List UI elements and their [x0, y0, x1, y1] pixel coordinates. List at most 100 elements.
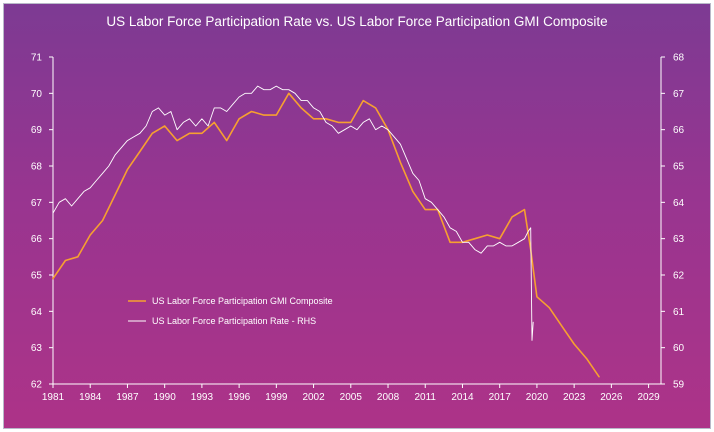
data-point-composite	[450, 242, 451, 243]
x-tick-label: 1981	[42, 392, 65, 403]
x-tick-label: 1987	[116, 392, 139, 403]
data-point-composite	[474, 238, 475, 239]
data-point-composite	[338, 122, 339, 123]
series-line-composite	[52, 92, 600, 378]
data-point-composite	[511, 216, 512, 217]
data-point-composite	[77, 256, 78, 257]
data-point-participation-rate	[350, 125, 351, 126]
data-point-participation-rate	[77, 198, 78, 199]
data-point-participation-rate	[319, 111, 320, 112]
data-point-participation-rate	[505, 245, 506, 246]
data-point-participation-rate	[493, 245, 494, 246]
data-point-composite	[363, 100, 364, 101]
data-point-participation-rate	[511, 245, 512, 246]
data-point-participation-rate	[214, 107, 215, 108]
data-point-participation-rate	[158, 107, 159, 108]
data-point-participation-rate	[276, 86, 277, 87]
legend-label-composite: US Labor Force Participation GMI Composi…	[152, 296, 333, 306]
data-point-participation-rate	[524, 238, 525, 239]
data-point-composite	[487, 234, 488, 235]
data-point-composite	[400, 162, 401, 163]
data-point-participation-rate	[462, 242, 463, 243]
x-tick-label: 1999	[265, 392, 288, 403]
data-point-composite	[65, 260, 66, 261]
data-point-composite	[350, 122, 351, 123]
legend: US Labor Force Participation GMI Composi…	[128, 296, 333, 326]
data-point-composite	[52, 278, 53, 279]
data-point-participation-rate	[369, 118, 370, 119]
data-point-composite	[127, 169, 128, 170]
data-point-participation-rate	[108, 165, 109, 166]
data-point-composite	[375, 107, 376, 108]
data-point-participation-rate	[474, 249, 475, 250]
data-point-composite	[412, 191, 413, 192]
data-point-composite	[139, 151, 140, 152]
data-point-participation-rate	[170, 111, 171, 112]
data-point-participation-rate	[301, 100, 302, 101]
data-point-participation-rate	[400, 144, 401, 145]
x-tick-label: 2002	[302, 392, 325, 403]
data-point-participation-rate	[114, 155, 115, 156]
data-point-participation-rate	[121, 147, 122, 148]
x-tick-label: 2029	[637, 392, 660, 403]
data-point-participation-rate	[518, 242, 519, 243]
data-point-participation-rate	[183, 122, 184, 123]
left-y-tick-label: 69	[31, 125, 43, 136]
right-y-tick-label: 59	[673, 380, 685, 391]
data-point-participation-rate	[251, 93, 252, 94]
x-tick-label: 2011	[414, 392, 436, 403]
data-point-composite	[164, 125, 165, 126]
data-point-composite	[177, 140, 178, 141]
data-point-composite	[201, 133, 202, 134]
data-point-composite	[263, 115, 264, 116]
data-point-participation-rate	[96, 180, 97, 181]
data-point-participation-rate	[282, 89, 283, 90]
data-point-participation-rate	[307, 100, 308, 101]
data-point-participation-rate	[195, 125, 196, 126]
right-y-tick-label: 68	[673, 53, 685, 64]
data-point-participation-rate	[332, 125, 333, 126]
data-point-participation-rate	[59, 202, 60, 203]
data-point-composite	[226, 140, 227, 141]
data-point-composite	[574, 343, 575, 344]
data-point-participation-rate	[189, 118, 190, 119]
data-point-participation-rate	[468, 242, 469, 243]
left-y-tick-label: 63	[31, 343, 43, 354]
data-point-composite	[313, 118, 314, 119]
data-point-participation-rate	[418, 180, 419, 181]
data-point-participation-rate	[220, 107, 221, 108]
data-point-composite	[524, 209, 525, 210]
data-point-participation-rate	[487, 245, 488, 246]
data-point-participation-rate	[90, 187, 91, 188]
x-tick-label: 2020	[526, 392, 549, 403]
data-point-composite	[189, 133, 190, 134]
x-tick-label: 1996	[228, 392, 251, 403]
data-point-participation-rate	[208, 125, 209, 126]
series-line-participation-rate	[52, 85, 534, 341]
left-y-tick-label: 64	[31, 307, 43, 318]
data-point-composite	[214, 122, 215, 123]
left-y-tick-label: 65	[31, 271, 43, 282]
right-y-tick-label: 65	[673, 162, 685, 173]
data-point-composite	[536, 296, 537, 297]
data-point-participation-rate	[152, 111, 153, 112]
data-point-composite	[549, 307, 550, 308]
left-y-tick-label: 66	[31, 234, 43, 245]
data-point-participation-rate	[530, 227, 531, 228]
chart-title: US Labor Force Participation Rate vs. US…	[106, 14, 608, 29]
data-point-participation-rate	[164, 115, 165, 116]
x-tick-label: 1984	[79, 392, 102, 403]
data-point-participation-rate	[245, 93, 246, 94]
data-point-participation-rate	[232, 104, 233, 105]
data-point-participation-rate	[313, 107, 314, 108]
data-point-composite	[251, 111, 252, 112]
x-tick-label: 2005	[340, 392, 363, 403]
chart-panel	[3, 3, 711, 429]
data-point-participation-rate	[201, 118, 202, 119]
data-point-participation-rate	[338, 133, 339, 134]
data-point-participation-rate	[437, 209, 438, 210]
data-point-participation-rate	[288, 89, 289, 90]
left-y-tick-label: 62	[31, 380, 43, 391]
right-y-tick-label: 62	[673, 271, 685, 282]
